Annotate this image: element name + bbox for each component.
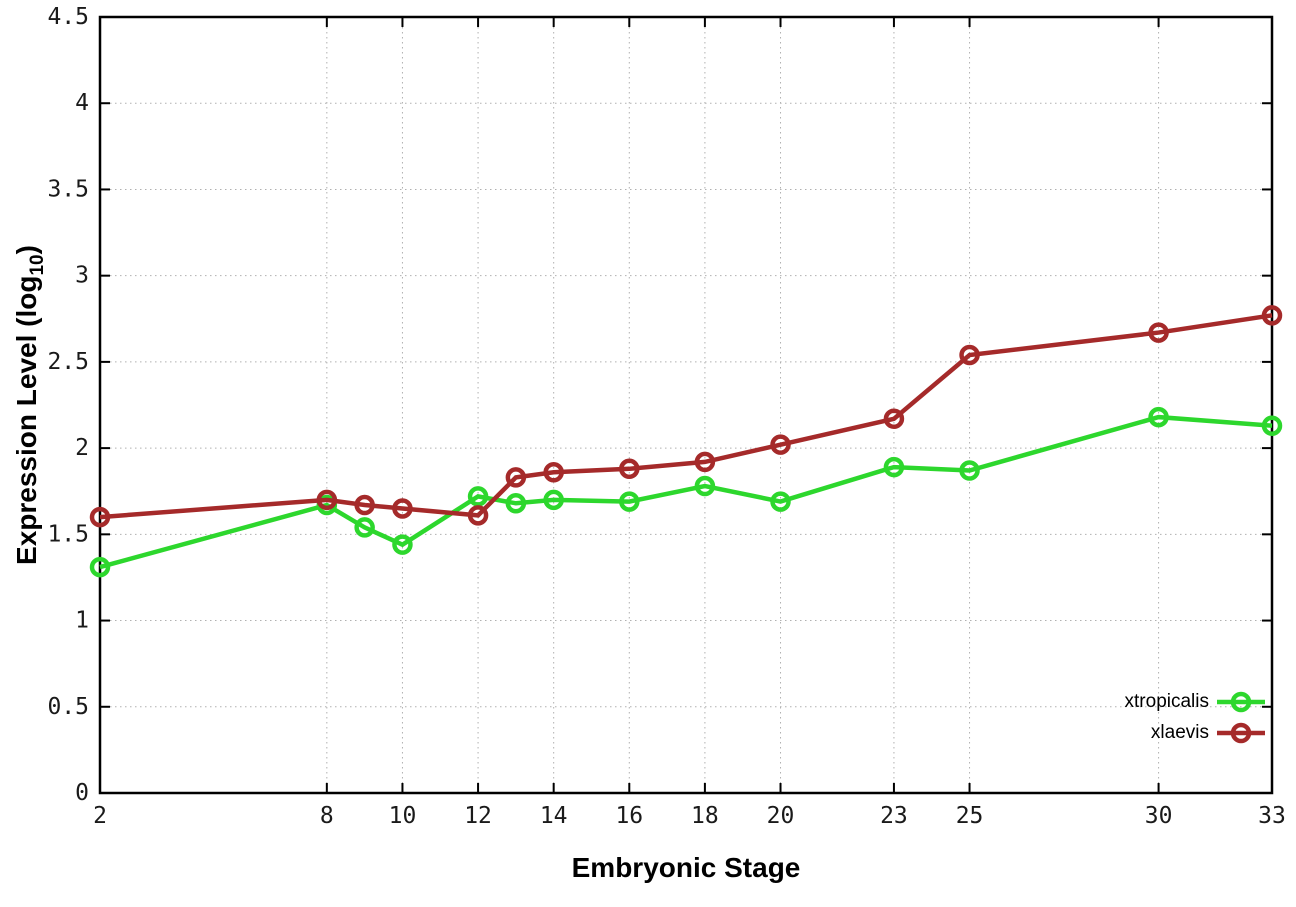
y-axis-title-subscript: 10 bbox=[26, 254, 48, 276]
data-point-xtropicalis-stage-23 bbox=[883, 456, 905, 478]
legend-row-xlaevis: xlaevis bbox=[1125, 717, 1266, 748]
data-point-xtropicalis-stage-13 bbox=[505, 493, 527, 514]
data-point-xlaevis-stage-33 bbox=[1261, 305, 1283, 326]
x-tick-label: 8 bbox=[320, 803, 334, 829]
legend: xtropicalis xlaevis bbox=[1125, 686, 1266, 748]
plot-border bbox=[98, 15, 1274, 795]
data-point-xtropicalis-stage-9 bbox=[354, 517, 375, 538]
y-tick-label: 0 bbox=[75, 780, 89, 806]
x-tick-label: 10 bbox=[389, 803, 417, 829]
series-line-xtropicalis bbox=[99, 414, 1273, 570]
data-point-xlaevis-stage-13 bbox=[505, 467, 527, 488]
y-tick-label: 3 bbox=[75, 263, 89, 289]
series-xtropicalis bbox=[89, 406, 1283, 578]
data-point-xlaevis-stage-16 bbox=[619, 458, 640, 480]
tick-labels: 2 8 10 12 14 16 18 20 23 25 30 33 0 0.5 1 1.5 2 2.5 3 3.5 4 4… bbox=[47, 4, 1285, 829]
data-point-xtropicalis-stage-20 bbox=[770, 491, 791, 512]
x-tick-label: 12 bbox=[464, 803, 492, 829]
data-point-xlaevis-stage-30 bbox=[1148, 322, 1169, 343]
x-tick-label: 2 bbox=[93, 803, 107, 829]
data-point-xlaevis-stage-2 bbox=[89, 506, 111, 528]
legend-label-xtropicalis: xtropicalis bbox=[1124, 690, 1209, 712]
data-point-xlaevis-stage-23 bbox=[883, 408, 905, 430]
data-point-xtropicalis-stage-14 bbox=[543, 489, 564, 511]
data-point-xtropicalis-stage-18 bbox=[694, 475, 716, 497]
legend-label-xlaevis: xlaevis bbox=[1150, 721, 1209, 743]
x-tick-label: 25 bbox=[956, 803, 984, 829]
x-tick-label: 14 bbox=[540, 803, 568, 829]
y-axis-title-text: Expression Level (log bbox=[11, 275, 43, 565]
x-tick-label: 18 bbox=[691, 803, 719, 829]
series-line-xlaevis bbox=[99, 313, 1273, 520]
data-point-xtropicalis-stage-25 bbox=[959, 460, 980, 481]
data-point-xtropicalis-stage-16 bbox=[619, 491, 640, 512]
legend-marker-xtropicalis-icon bbox=[1217, 691, 1265, 712]
data-point-xlaevis-stage-14 bbox=[543, 462, 564, 483]
legend-marker-xlaevis-icon bbox=[1217, 722, 1265, 743]
data-point-xlaevis-stage-20 bbox=[770, 434, 791, 455]
y-tick-label: 2 bbox=[75, 435, 89, 461]
data-point-xtropicalis-stage-2 bbox=[89, 556, 111, 578]
legend-row-xtropicalis: xtropicalis bbox=[1125, 686, 1266, 717]
data-point-xlaevis-stage-8 bbox=[316, 489, 338, 511]
x-axis-title: Embryonic Stage bbox=[571, 852, 801, 883]
y-tick-label: 0.5 bbox=[47, 694, 89, 720]
x-tick-label: 16 bbox=[615, 803, 643, 829]
x-tick-label: 33 bbox=[1258, 803, 1286, 829]
data-point-xtropicalis-stage-10 bbox=[392, 534, 413, 555]
y-tick-label: 1 bbox=[75, 608, 89, 634]
x-tick-label: 23 bbox=[880, 803, 908, 829]
y-tick-label: 2.5 bbox=[47, 349, 89, 375]
series-xlaevis bbox=[89, 305, 1283, 528]
y-tick-label: 4.5 bbox=[47, 4, 89, 30]
y-tick-label: 1.5 bbox=[47, 521, 89, 547]
y-tick-label: 3.5 bbox=[47, 176, 89, 202]
grid bbox=[100, 17, 1272, 793]
data-point-xlaevis-stage-18 bbox=[694, 451, 716, 473]
x-tick-label: 20 bbox=[767, 803, 795, 829]
data-point-xtropicalis-stage-30 bbox=[1148, 406, 1169, 428]
data-point-xtropicalis-stage-12 bbox=[467, 486, 489, 507]
data-point-xlaevis-stage-25 bbox=[959, 344, 980, 366]
y-axis-title-close: ) bbox=[11, 245, 43, 255]
x-tick-label: 30 bbox=[1145, 803, 1173, 829]
axis-ticks bbox=[99, 16, 1273, 794]
data-point-xlaevis-stage-9 bbox=[354, 494, 375, 516]
y-tick-label: 4 bbox=[75, 90, 89, 116]
data-point-xlaevis-stage-10 bbox=[392, 498, 413, 519]
y-axis-title: Expression Level (log10) bbox=[11, 245, 49, 565]
data-point-xtropicalis-stage-33 bbox=[1261, 415, 1283, 436]
data-point-xlaevis-stage-12 bbox=[467, 505, 489, 526]
